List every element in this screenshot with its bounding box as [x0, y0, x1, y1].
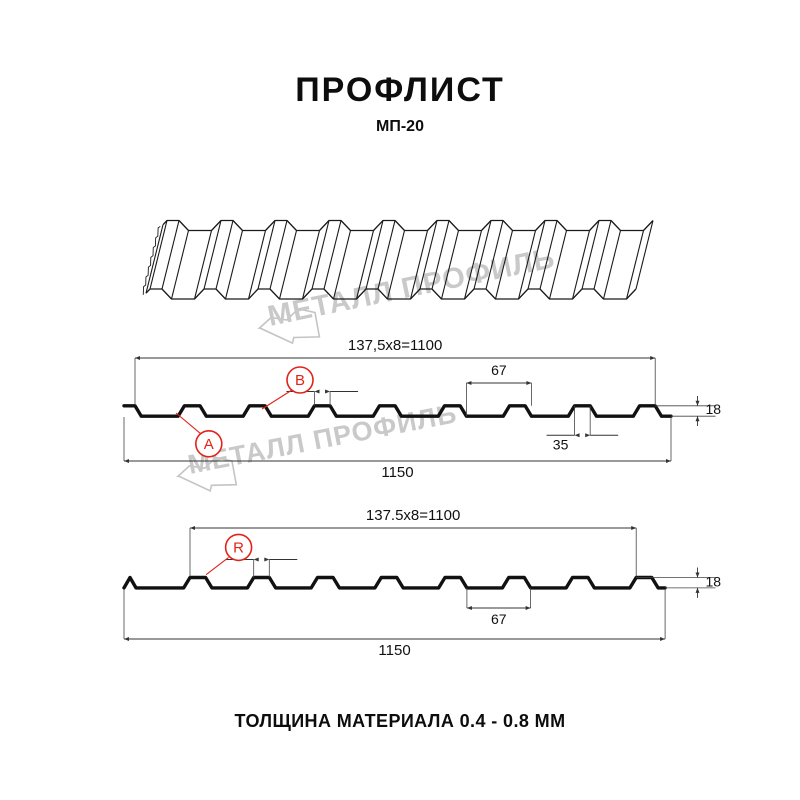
svg-text:67: 67	[491, 611, 507, 627]
svg-text:137.5x8=1100: 137.5x8=1100	[366, 507, 460, 524]
svg-text:R: R	[233, 539, 244, 556]
svg-text:18: 18	[706, 574, 722, 590]
svg-text:1150: 1150	[378, 642, 410, 659]
